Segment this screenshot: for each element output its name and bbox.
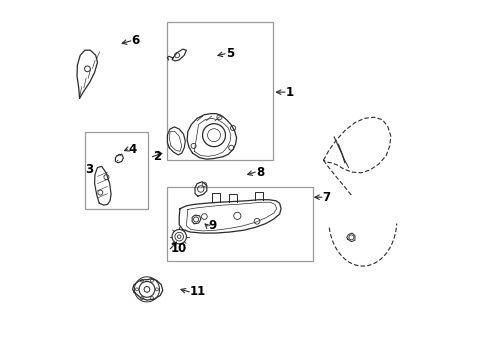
Bar xyxy=(167,187,312,261)
Text: 10: 10 xyxy=(171,242,187,255)
Text: 8: 8 xyxy=(255,166,264,179)
Text: 11: 11 xyxy=(190,285,206,298)
Text: 1: 1 xyxy=(285,86,293,99)
Text: 5: 5 xyxy=(225,47,234,60)
Text: 9: 9 xyxy=(207,219,216,233)
Text: 7: 7 xyxy=(322,191,330,204)
Text: 3: 3 xyxy=(85,163,94,176)
Text: 4: 4 xyxy=(128,143,136,156)
Text: 2: 2 xyxy=(153,150,161,163)
Bar xyxy=(85,132,147,209)
Text: 6: 6 xyxy=(131,34,140,48)
Bar xyxy=(167,22,273,160)
